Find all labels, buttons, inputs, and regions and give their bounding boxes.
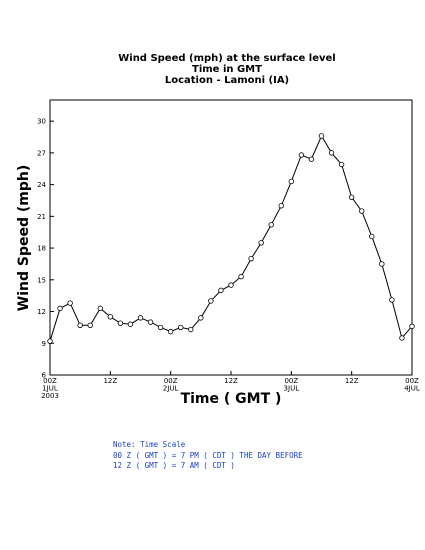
data-point <box>328 150 335 156</box>
data-point <box>379 261 385 267</box>
data-point <box>107 314 114 320</box>
data-point <box>298 152 305 158</box>
data-point <box>409 323 415 330</box>
y-tick-label: 12 <box>37 308 46 316</box>
y-tick-label: 15 <box>37 276 46 284</box>
note-line-1: Note: Time Scale <box>113 440 186 449</box>
data-point <box>228 282 234 288</box>
chart-title-line-2: Time in GMT <box>192 64 262 75</box>
data-point <box>208 298 214 304</box>
data-point <box>188 326 194 333</box>
series-line <box>49 134 413 342</box>
data-point <box>248 255 254 262</box>
data-point <box>117 320 124 326</box>
data-point <box>359 208 365 214</box>
x-tick-label: 12Z <box>345 377 359 385</box>
data-point <box>157 324 164 331</box>
data-point <box>389 297 395 303</box>
y-tick-label: 6 <box>42 372 47 380</box>
data-point <box>258 240 264 246</box>
x-tick-label: 00Z <box>405 377 419 385</box>
data-point <box>147 319 154 325</box>
x-tick-label: 00Z <box>164 377 178 385</box>
y-axis-label: Wind Speed (mph) <box>16 165 32 311</box>
data-point <box>97 305 103 312</box>
note-line-2: 00 Z ( GMT ) = 7 PM ( CDT ) THE DAY BEFO… <box>113 450 303 460</box>
y-tick-label: 9 <box>42 340 46 348</box>
data-point <box>288 178 295 185</box>
plot-frame <box>49 99 413 376</box>
x-tick-label: 1JUL <box>42 385 58 393</box>
x-tick-label: 2JUL <box>163 385 179 393</box>
x-tick-label: 3JUL <box>284 385 300 393</box>
data-point <box>278 203 284 209</box>
data-point <box>308 156 315 162</box>
data-point <box>178 324 184 331</box>
x-tick-label: 00Z <box>43 377 57 385</box>
data-point <box>218 287 224 294</box>
y-tick-label: 18 <box>37 245 46 253</box>
data-point <box>47 338 53 344</box>
series-wind-speed <box>47 133 415 344</box>
data-point <box>318 133 325 139</box>
data-point <box>137 315 144 321</box>
chart-title-line-3: Location - Lamoni (IA) <box>165 75 289 86</box>
data-point <box>77 322 83 328</box>
x-tick-label: 4JUL <box>404 385 420 393</box>
data-point <box>238 273 244 280</box>
chart-title-line-1: Wind Speed (mph) at the surface level <box>118 53 336 64</box>
x-tick-label: 2003 <box>41 392 59 400</box>
data-point <box>67 300 73 306</box>
data-point <box>57 305 63 312</box>
note-line-3: 12 Z ( GMT ) = 7 AM ( CDT ) <box>113 461 235 470</box>
data-point <box>369 233 375 240</box>
time-scale-note: Note: Time Scale 00 Z ( GMT ) = 7 PM ( C… <box>113 440 303 472</box>
data-point <box>87 322 93 328</box>
data-point <box>198 315 204 321</box>
y-tick-label: 21 <box>37 213 46 221</box>
y-axis-ticks: 6 9 12 15 18 21 24 27 30 <box>37 118 54 380</box>
y-tick-label: 24 <box>37 181 46 189</box>
x-axis-label: Time ( GMT ) <box>181 391 282 407</box>
data-point <box>399 335 405 341</box>
data-point <box>268 222 274 228</box>
data-point <box>127 321 134 327</box>
data-point <box>167 328 174 335</box>
y-tick-label: 30 <box>37 118 46 126</box>
x-tick-label: 00Z <box>284 377 298 385</box>
x-tick-label: 12Z <box>224 377 238 385</box>
data-point <box>338 161 345 168</box>
y-tick-label: 27 <box>37 149 46 157</box>
x-tick-label: 12Z <box>103 377 117 385</box>
data-point <box>348 194 355 201</box>
